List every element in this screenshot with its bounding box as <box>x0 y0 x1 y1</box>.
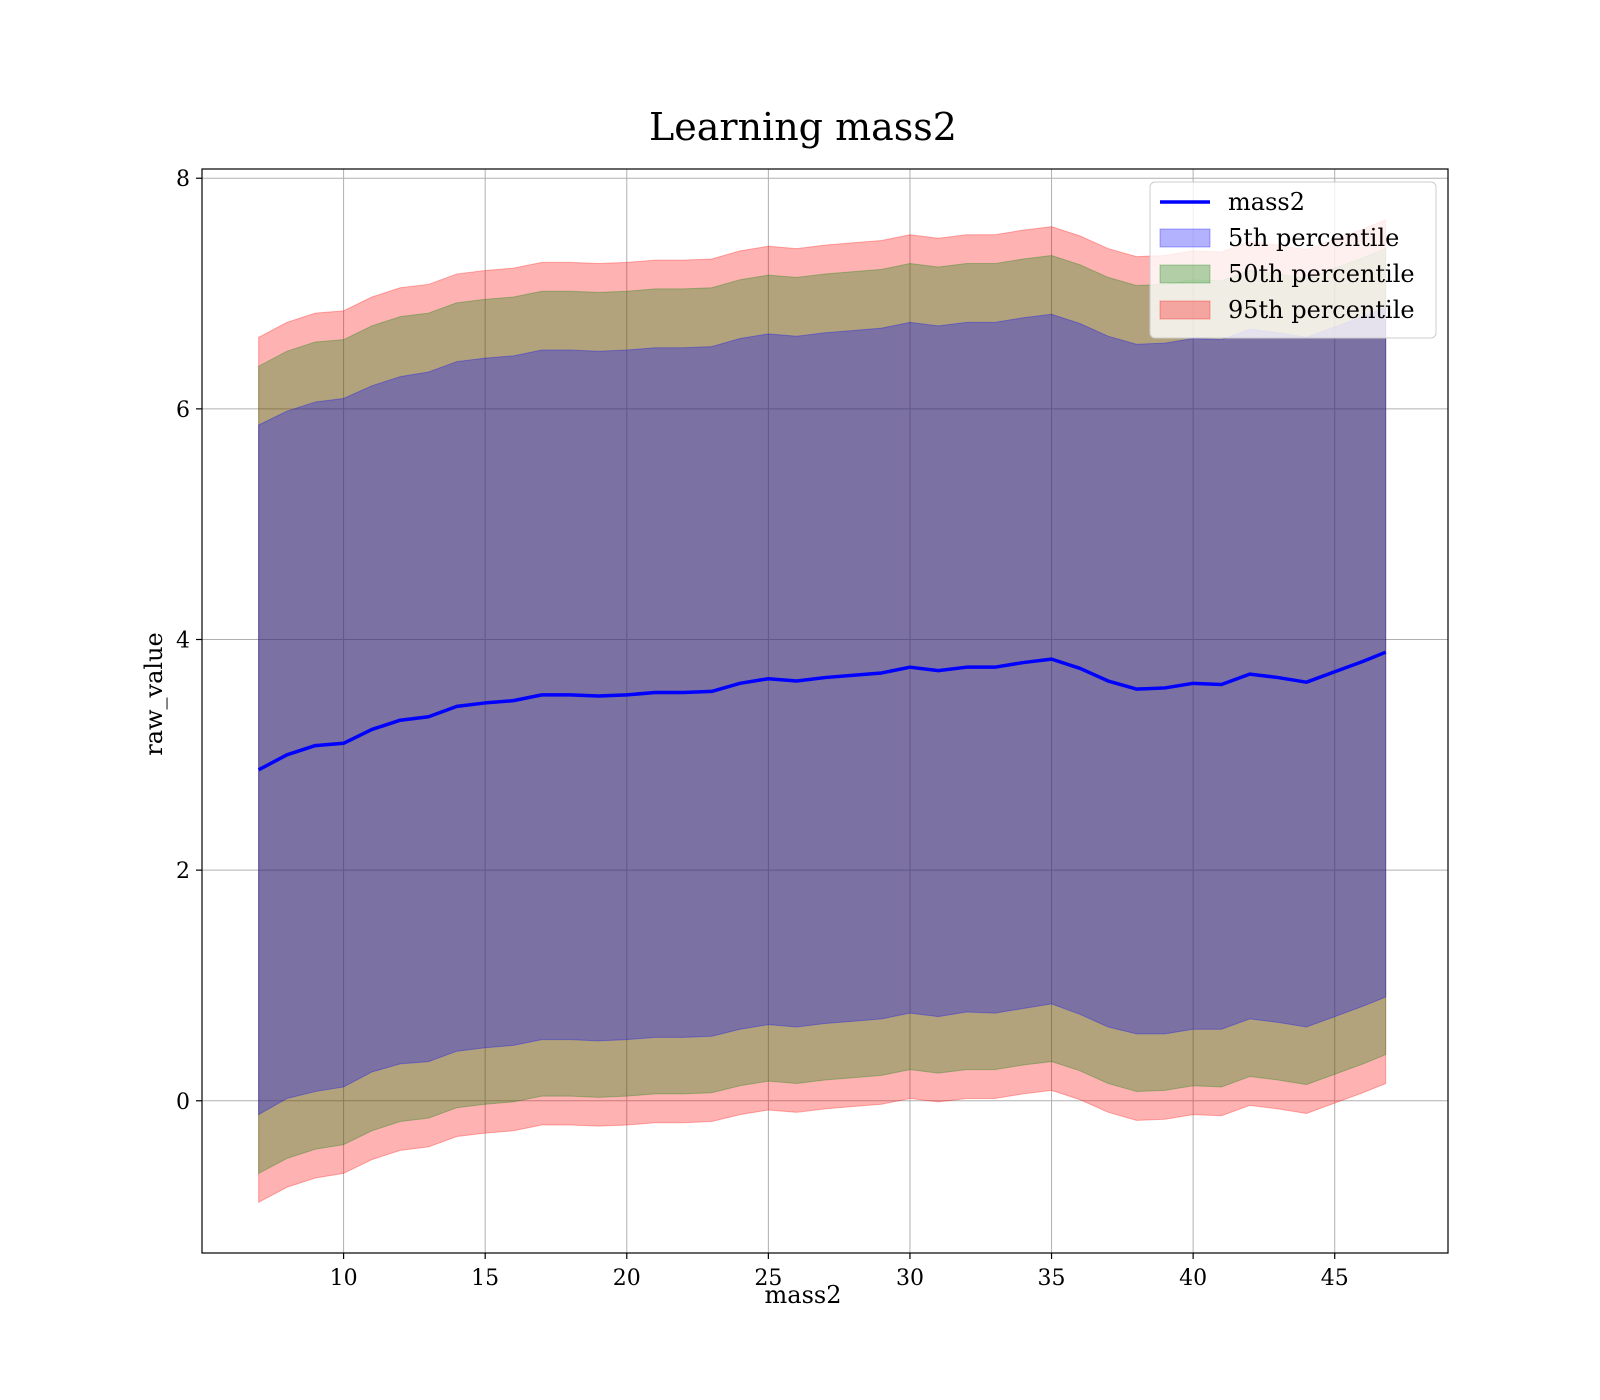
band-95th-percentile <box>258 218 1387 1204</box>
series-lines <box>257 650 1387 772</box>
grid <box>202 169 1448 1253</box>
band-5th-percentile <box>258 306 1387 1116</box>
y-tick-label: 0 <box>176 1090 190 1115</box>
y-tick-label: 8 <box>176 167 190 192</box>
legend-band-swatch <box>1159 228 1211 248</box>
legend-label: 95th percentile <box>1228 296 1415 324</box>
legend-band-swatch <box>1159 264 1211 284</box>
plot-frame <box>201 168 1449 1254</box>
legend-label: 5th percentile <box>1228 224 1399 252</box>
x-axis-label: mass2 <box>765 1281 842 1309</box>
chart-title: Learning mass2 <box>649 105 957 149</box>
legend-band-swatch <box>1159 300 1211 320</box>
y-tick-label: 4 <box>176 629 190 654</box>
x-tick-label: 45 <box>1321 1266 1349 1291</box>
y-axis-label: raw_value <box>140 632 168 756</box>
legend: mass2 5th percentile 50th percentile 95th p… <box>1149 181 1437 339</box>
y-tick-label: 6 <box>176 398 190 423</box>
axis-ticks: 10 15 20 25 30 35 40 45 0 2 4 6 8 <box>176 167 1349 1291</box>
x-tick-label: 25 <box>754 1266 782 1291</box>
legend-label: mass2 <box>1228 188 1305 216</box>
x-tick-label: 35 <box>1038 1266 1066 1291</box>
percentile-bands <box>258 218 1387 1204</box>
y-tick-label: 2 <box>176 859 190 884</box>
x-tick-label: 15 <box>471 1266 499 1291</box>
x-tick-label: 40 <box>1179 1266 1207 1291</box>
x-tick-label: 20 <box>613 1266 641 1291</box>
x-tick-label: 30 <box>896 1266 924 1291</box>
band-50th-percentile <box>258 247 1387 1175</box>
legend-label: 50th percentile <box>1228 260 1415 288</box>
x-tick-label: 10 <box>330 1266 358 1291</box>
series-line-mass2 <box>257 650 1387 772</box>
legend-box <box>1149 181 1437 339</box>
